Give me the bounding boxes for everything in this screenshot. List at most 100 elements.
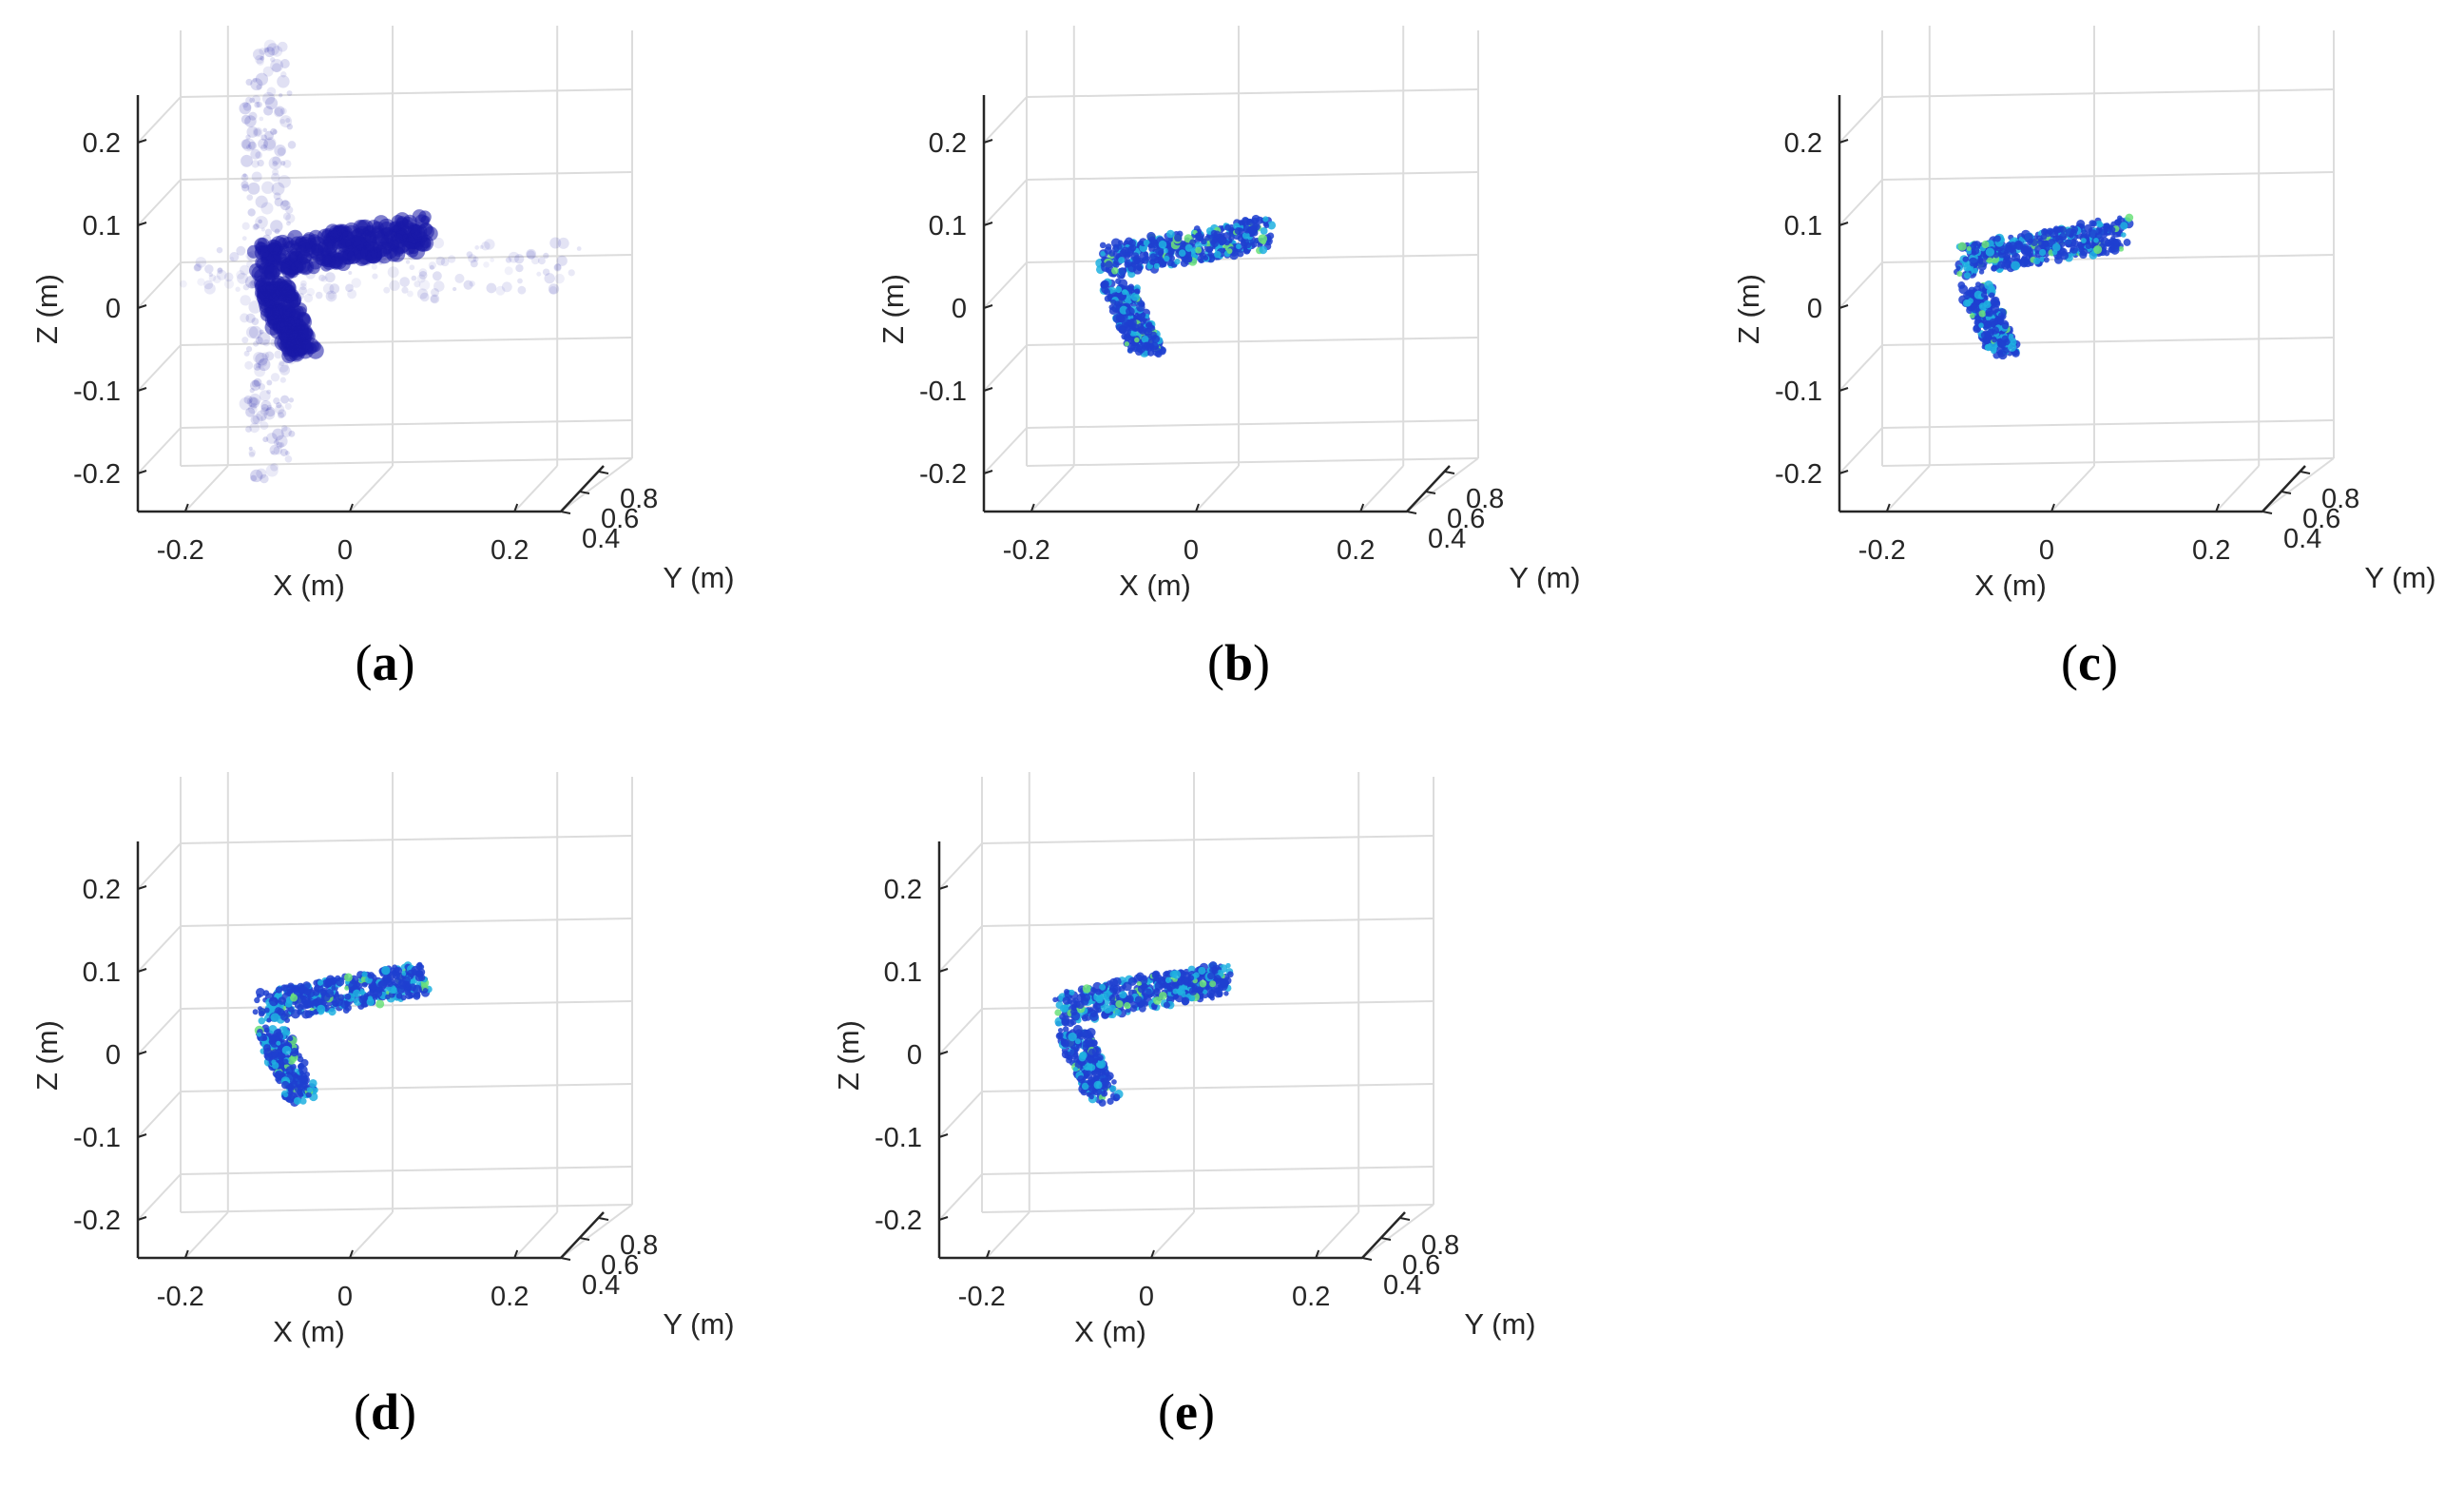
cloud-artifact-point	[536, 271, 542, 277]
cloud-artifact-point	[262, 127, 268, 133]
cloud-point	[1147, 338, 1155, 345]
cloud-point	[2109, 226, 2116, 233]
cloud-point	[1126, 306, 1135, 317]
x-tick-mark	[349, 503, 354, 512]
x-tick-mark	[183, 503, 189, 512]
cloud-point	[1118, 985, 1126, 993]
cloud-point	[1977, 257, 1984, 263]
cloud-artifact-point	[244, 360, 254, 370]
cloud-point	[1115, 999, 1124, 1009]
cloud-point	[307, 261, 320, 275]
floor-back-edge	[981, 1204, 1434, 1213]
cloud-point	[1166, 259, 1174, 267]
cloud-artifact-point	[418, 280, 431, 291]
cloud-artifact-point	[253, 222, 260, 230]
x-tick-mark	[1315, 1249, 1320, 1259]
cloud-point	[394, 977, 402, 986]
z-tick-label: -0.1	[73, 1123, 121, 1153]
cloud-artifact-point	[250, 148, 261, 160]
y-tick-mark	[560, 511, 571, 514]
y-tick-label: 0.4	[1383, 1270, 1421, 1301]
cloud-point	[1997, 311, 2007, 320]
cloud-artifact-point	[272, 168, 279, 176]
grid-line-z-back-2	[981, 1000, 1434, 1010]
x-axis-label: X (m)	[1074, 1315, 1146, 1348]
axes: 0.2 0.1 0 -0.1 -0.2 -0.2 0 0.2 0.40.60.8 X (m) Y (…	[30, 841, 735, 1348]
cloud-artifact-point	[265, 464, 279, 477]
cloud-point	[2025, 248, 2034, 257]
cloud-artifact-point	[258, 358, 271, 372]
cloud-artifact-point	[285, 117, 291, 124]
cloud-artifact-point	[223, 279, 235, 289]
cloud-artifact-point	[263, 47, 270, 53]
cloud-point	[1123, 327, 1131, 337]
x-tick-mark	[1885, 503, 1891, 512]
cloud-artifact-point	[277, 412, 284, 419]
cloud-point	[407, 222, 418, 234]
caption-d: (d)	[353, 1383, 417, 1440]
cloud-artifact-point	[203, 280, 214, 290]
cloud-artifact-point	[347, 289, 357, 300]
z-tick-mark	[1838, 222, 1849, 226]
cloud-artifact-point	[278, 92, 283, 98]
point-cloud	[1954, 213, 2134, 360]
z-tick-label: 0.2	[1784, 128, 1822, 159]
cloud-artifact-point	[315, 291, 323, 300]
cloud-artifact-point	[252, 77, 258, 83]
cloud-point	[1138, 327, 1145, 334]
cloud-point	[1115, 313, 1126, 323]
grid-line-z-side-1	[137, 179, 182, 226]
cloud-artifact-point	[543, 252, 549, 260]
cloud-point	[392, 971, 400, 979]
cloud-point	[1169, 970, 1178, 978]
cloud-point	[1991, 326, 2000, 335]
cloud-point	[2043, 257, 2050, 263]
grid-line-z-side-2	[938, 1008, 983, 1055]
cloud-artifact-point	[245, 313, 256, 323]
x-tick-label: 0.2	[2192, 535, 2230, 566]
y-tick-label: 0.4	[2283, 524, 2321, 554]
grid-line-z-back-3	[1026, 337, 1479, 346]
cloud-point	[353, 989, 361, 997]
cloud-point	[1165, 242, 1172, 248]
grid-line-z-back-3	[981, 1083, 1434, 1092]
cloud-point	[1108, 306, 1118, 315]
cloud-point	[418, 210, 432, 224]
cloud-point	[1114, 300, 1121, 307]
z-tick-label: -0.2	[875, 1206, 922, 1236]
cloud-artifact-point	[194, 262, 202, 272]
cloud-point	[1985, 247, 1995, 257]
cloud-artifact-point	[256, 84, 262, 90]
z-tick-mark	[983, 139, 993, 144]
cloud-artifact-point	[372, 273, 378, 280]
cloud-point	[1242, 231, 1250, 240]
chart-svg-c: 0.2 0.1 0 -0.1 -0.2 -0.2 0 0.2 0.40.60.8 X (m) Y (…	[1732, 26, 2436, 602]
cloud-artifact-point	[287, 141, 297, 149]
cloud-artifact-point	[229, 257, 235, 261]
cloud-artifact-point	[260, 407, 269, 416]
cloud-point	[1099, 242, 1107, 249]
z-tick-mark	[137, 470, 147, 474]
cloud-point	[1052, 996, 1058, 1003]
x-tick-label: -0.2	[1003, 535, 1050, 566]
cloud-point	[1111, 1079, 1117, 1085]
cloud-artifact-point	[241, 181, 249, 189]
cloud-point	[344, 1001, 351, 1008]
axes: 0.2 0.1 0 -0.1 -0.2 -0.2 0 0.2 0.40.60.8 X (m) Y (…	[30, 95, 735, 602]
z-tick-label: 0	[106, 294, 121, 324]
y-tick-mark	[1380, 1237, 1392, 1241]
cloud-artifact-point	[554, 273, 565, 284]
cloud-point	[1226, 248, 1233, 254]
cloud-artifact-point	[203, 282, 216, 295]
cloud-point	[1223, 991, 1229, 996]
grid-line-z-side-3	[983, 344, 1028, 392]
cloud-point	[263, 1007, 270, 1014]
cloud-point	[2043, 240, 2050, 246]
cloud-artifact-point	[553, 263, 562, 272]
cloud-point	[1212, 968, 1219, 975]
y-tick-mark	[1444, 471, 1455, 474]
y-axis-label: Y (m)	[663, 561, 734, 594]
y-axis-label: Y (m)	[663, 1307, 734, 1341]
cloud-artifact-point	[265, 406, 276, 417]
cloud-artifact-point	[300, 280, 307, 287]
